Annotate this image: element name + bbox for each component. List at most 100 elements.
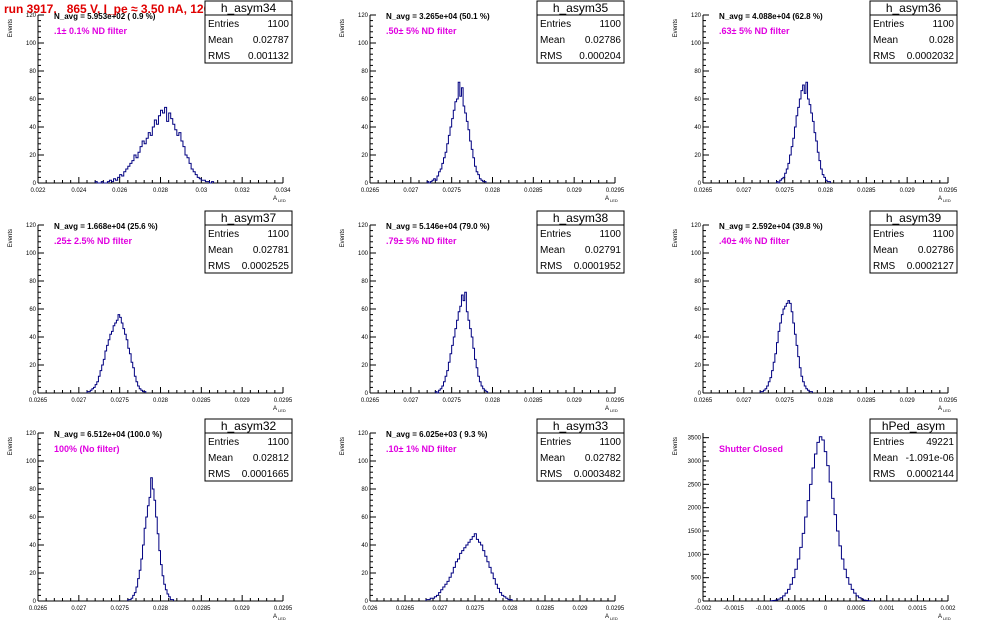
y-tick-label: 0 (698, 599, 702, 605)
stat-key-entries: Entries (873, 229, 904, 240)
x-tick-label: 0.028 (485, 398, 501, 404)
filter-label: .25± 2.5% ND filter (54, 236, 132, 246)
stat-key-mean: Mean (540, 453, 565, 464)
x-tick-label: 0.029 (900, 188, 916, 194)
y-axis-label: Events (340, 437, 346, 455)
stat-value-mean: 0.02787 (253, 35, 290, 46)
stat-value-rms: 0.001132 (248, 51, 289, 62)
y-axis-label: Events (673, 19, 679, 37)
x-tick-label: 0.028 (485, 188, 501, 194)
n-avg-label: N_avg = 3.265e+04 (50.1 %) (386, 12, 490, 21)
y-tick-label: 2000 (688, 506, 702, 512)
y-tick-label: 120 (691, 223, 702, 229)
y-tick-label: 1500 (688, 529, 702, 535)
stat-key-rms: RMS (540, 51, 563, 62)
y-tick-label: 100 (358, 41, 369, 47)
stat-value-mean: 0.02782 (585, 453, 622, 464)
x-tick-label: -0.001 (756, 606, 774, 612)
stat-box-title: h_asym38 (553, 211, 609, 225)
stat-value-entries: 49221 (926, 437, 954, 448)
n-avg-label: N_avg = 5.146e+04 (79.0 %) (386, 222, 490, 231)
stat-value-rms: 0.0003482 (574, 469, 622, 480)
stat-key-mean: Mean (208, 245, 233, 256)
x-tick-label: 0.0285 (857, 188, 876, 194)
y-tick-label: 0 (698, 181, 702, 187)
stat-key-entries: Entries (540, 437, 571, 448)
y-tick-label: 80 (694, 279, 701, 285)
x-axis-label: ALED (605, 196, 618, 203)
y-tick-label: 40 (361, 335, 368, 341)
x-tick-label: 0.032 (235, 188, 251, 194)
x-tick-label: 0.022 (30, 188, 46, 194)
y-tick-label: 100 (691, 251, 702, 257)
stat-box-title: h_asym35 (553, 1, 609, 15)
n-avg-label: N_avg = 1.668e+04 (25.6 %) (54, 222, 158, 231)
y-tick-label: 0 (33, 599, 37, 605)
stat-key-mean: Mean (873, 453, 898, 464)
y-tick-label: 40 (694, 125, 701, 131)
histogram-panel-h_asym39: 0 20 40 60 80 100 120 0.0265 0.027 0.0275 0.028 0.0… (673, 210, 958, 413)
stat-key-rms: RMS (208, 469, 231, 480)
y-tick-label: 60 (694, 97, 701, 103)
x-tick-label: 0.0265 (694, 398, 713, 404)
x-tick-label: 0.0275 (466, 606, 485, 612)
y-tick-label: 0 (365, 391, 369, 397)
y-axis-label: Events (8, 19, 14, 37)
stat-box (204, 0, 293, 64)
stat-value-mean: 0.02791 (585, 245, 622, 256)
y-tick-label: 1000 (688, 552, 702, 558)
x-tick-label: 0.034 (275, 188, 291, 194)
x-tick-label: 0.027 (432, 606, 448, 612)
stat-value-mean: 0.02781 (253, 245, 290, 256)
x-tick-label: 0.026 (362, 606, 378, 612)
stat-value-entries: 1100 (267, 229, 289, 240)
y-tick-label: 20 (29, 571, 36, 577)
x-tick-label: 0.0295 (606, 606, 625, 612)
stat-value-mean: 0.02786 (918, 245, 955, 256)
y-tick-label: 60 (29, 515, 36, 521)
y-tick-label: 60 (361, 97, 368, 103)
x-tick-label: 0.029 (235, 398, 251, 404)
stat-value-entries: 1100 (599, 19, 621, 30)
histogram-panel-h_asym33: 0 20 40 60 80 100 120 0.026 0.0265 0.027 0.0275 0.0… (340, 418, 625, 621)
x-axis-label: ALED (273, 614, 286, 621)
x-tick-label: 0.0265 (29, 606, 48, 612)
x-axis-label: ALED (273, 196, 286, 203)
x-tick-label: 0.002 (940, 606, 956, 612)
stat-key-mean: Mean (873, 35, 898, 46)
x-axis-label: ALED (605, 406, 618, 413)
y-tick-label: 80 (694, 69, 701, 75)
stat-box (536, 418, 625, 482)
x-axis-label: ALED (273, 406, 286, 413)
x-tick-label: 0.0285 (524, 398, 543, 404)
histogram-series (434, 291, 489, 394)
stat-box-title: h_asym36 (886, 1, 942, 15)
histogram-panel-h_asym35: 0 20 40 60 80 100 120 0.0265 0.027 0.0275 0.028 0.0… (340, 0, 625, 203)
x-tick-label: 0.0265 (694, 188, 713, 194)
y-tick-label: 80 (29, 487, 36, 493)
x-tick-label: 0.0295 (939, 188, 958, 194)
histogram-series (425, 533, 513, 601)
stat-value-entries: 1100 (599, 437, 621, 448)
x-tick-label: 0.0295 (274, 606, 293, 612)
x-tick-label: 0.027 (403, 188, 419, 194)
stat-box (536, 0, 625, 64)
stat-key-rms: RMS (208, 51, 231, 62)
y-tick-label: 40 (29, 125, 36, 131)
y-tick-label: 40 (29, 543, 36, 549)
x-tick-label: 0.028 (153, 606, 169, 612)
y-tick-label: 20 (361, 363, 368, 369)
x-tick-label: 0.0285 (192, 606, 211, 612)
n-avg-label: N_avg = 5.953e+02 ( 0.9 %) (54, 12, 156, 21)
histogram-series (759, 300, 813, 393)
histogram-series (86, 314, 147, 393)
y-axis-label: Events (340, 19, 346, 37)
y-axis-label: Events (673, 437, 679, 455)
x-tick-label: 0 (824, 606, 828, 612)
filter-label: .10± 1% ND filter (386, 444, 457, 454)
y-tick-label: 20 (361, 571, 368, 577)
filter-label: .50± 5% ND filter (386, 26, 457, 36)
x-tick-label: 0.029 (235, 606, 251, 612)
y-tick-label: 100 (26, 251, 37, 257)
